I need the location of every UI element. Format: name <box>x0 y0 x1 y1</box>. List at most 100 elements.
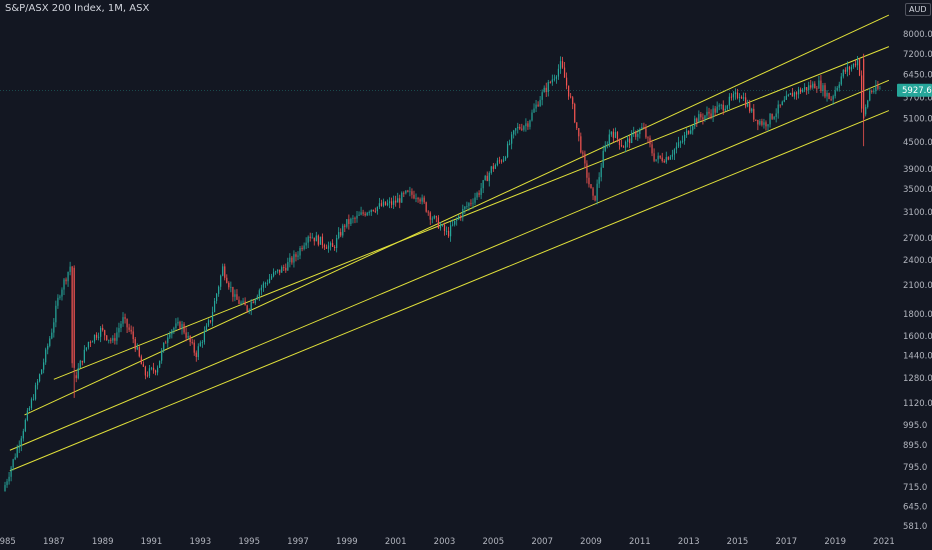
candle-body <box>421 197 423 202</box>
candle-body <box>818 80 820 89</box>
channel-line-3[interactable] <box>9 79 890 451</box>
time-axis[interactable]: 1985 1987 1989 1991 1993 1995 1997 1999 2001 2003… <box>0 537 895 547</box>
candle-body <box>745 97 747 107</box>
candle-body <box>641 127 643 129</box>
candle-body <box>102 327 104 331</box>
candle-body <box>458 216 460 220</box>
candle-body <box>301 247 303 250</box>
candle-body <box>838 84 840 88</box>
candle-body <box>199 342 201 347</box>
candle-body <box>747 103 749 107</box>
channel-line-4[interactable] <box>9 110 890 472</box>
candle-body <box>413 194 415 199</box>
candle-body <box>411 191 413 195</box>
y-tick-label: 3900.0 <box>903 165 932 175</box>
candle-body <box>163 342 165 351</box>
x-tick-label: 2005 <box>483 537 505 547</box>
candle-body <box>683 135 686 141</box>
candle-body <box>787 94 789 96</box>
candle-body <box>317 235 319 245</box>
candle-body <box>130 329 132 332</box>
candle-body <box>49 338 51 346</box>
candle-body <box>688 130 690 134</box>
candle-body <box>34 385 37 400</box>
candle-body <box>515 128 517 131</box>
candle-body <box>616 132 619 139</box>
candle-body <box>602 150 604 168</box>
candle-body <box>679 141 682 143</box>
y-tick-label: 1120.0 <box>903 399 932 409</box>
candle-body <box>409 191 411 193</box>
candle-body <box>327 245 330 249</box>
candle-body <box>165 342 167 344</box>
candle-body <box>128 327 130 330</box>
candle-body <box>419 199 421 202</box>
candle-body <box>354 218 356 220</box>
candle-body <box>110 339 112 341</box>
channel-line-1[interactable] <box>24 14 890 416</box>
candle-body <box>810 85 812 88</box>
candle-body <box>468 203 470 207</box>
candle-body <box>134 339 136 350</box>
x-tick-label: 1991 <box>141 537 163 547</box>
candle-body <box>873 91 875 93</box>
candle-body <box>173 328 175 331</box>
candle-body <box>647 137 649 139</box>
candle-body <box>472 202 474 204</box>
candle-body <box>264 283 267 284</box>
candle-body <box>358 214 360 216</box>
candle-body <box>16 447 18 458</box>
candle-body <box>187 335 189 338</box>
candle-body <box>753 108 755 120</box>
candle-body <box>309 236 311 238</box>
y-tick-label: 3500.0 <box>903 185 932 195</box>
candle-body <box>726 105 728 109</box>
candle-body <box>319 236 321 245</box>
candle-body <box>61 289 63 297</box>
candle-body <box>79 360 81 368</box>
candle-body <box>148 368 151 376</box>
candle-body <box>545 87 547 92</box>
last-price-tag: 5927.6 <box>897 83 932 97</box>
candle-body <box>388 201 391 204</box>
candle-body <box>97 336 100 338</box>
candle-body <box>205 325 208 332</box>
candle-body <box>795 92 798 95</box>
candle-body <box>57 297 59 306</box>
candle-body <box>525 123 527 127</box>
candle-body <box>757 119 759 125</box>
candle-body <box>651 144 653 154</box>
candle-body <box>299 247 301 256</box>
candle-body <box>30 399 33 408</box>
candle-body <box>89 342 92 343</box>
candle-body <box>614 132 617 138</box>
candle-body <box>582 152 584 154</box>
candle-body <box>551 79 553 83</box>
candle-body <box>490 166 492 173</box>
x-tick-label: 2003 <box>434 537 456 547</box>
candle-body <box>384 201 387 206</box>
candle-body <box>95 334 98 338</box>
candle-body <box>714 108 716 113</box>
x-tick-label: 1987 <box>43 537 65 547</box>
candle-body <box>712 108 714 117</box>
candle-body <box>852 63 855 67</box>
candle-body <box>195 352 197 357</box>
x-tick-label: 2007 <box>531 537 553 547</box>
candle-body <box>114 338 116 341</box>
y-tick-label: 6450.0 <box>903 70 932 80</box>
candle-body <box>553 78 555 80</box>
currency-button[interactable]: AUD <box>905 3 931 16</box>
candle-body <box>509 143 511 145</box>
candle-body <box>822 85 824 92</box>
price-axis[interactable]: 8000.0 7200.0 6450.0 5700.0 5100.0 4500.0 3900… <box>903 30 932 532</box>
candle-body <box>331 243 334 247</box>
candle-body <box>598 177 600 184</box>
candle-body <box>710 113 712 117</box>
candle-body <box>6 481 8 486</box>
candle-body <box>791 93 794 97</box>
candle-body <box>260 287 262 291</box>
candle-body <box>372 209 374 211</box>
x-tick-label: 1993 <box>190 537 212 547</box>
